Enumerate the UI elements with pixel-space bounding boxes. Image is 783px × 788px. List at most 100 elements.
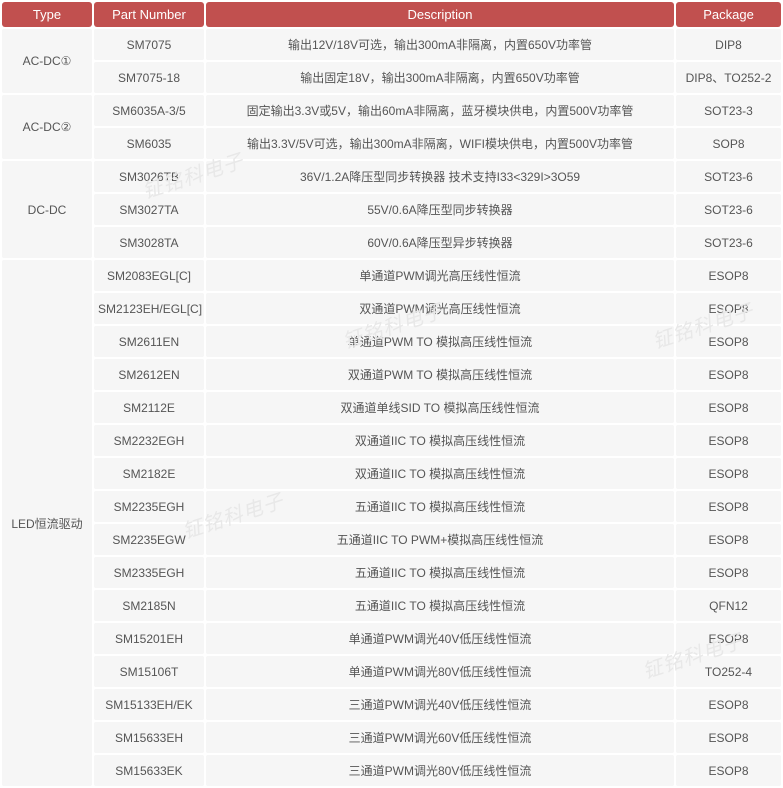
desc-cell: 五通道IIC TO 模拟高压线性恒流 <box>206 590 674 621</box>
desc-cell: 三通道PWM调光80V低压线性恒流 <box>206 755 674 786</box>
table-row: SM2335EGH五通道IIC TO 模拟高压线性恒流ESOP8 <box>2 557 781 588</box>
part-cell: SM2235EGH <box>94 491 204 522</box>
desc-cell: 输出12V/18V可选，输出300mA非隔离，内置650V功率管 <box>206 29 674 60</box>
desc-cell: 55V/0.6A降压型同步转换器 <box>206 194 674 225</box>
table-row: SM2112E双通道单线SID TO 模拟高压线性恒流ESOP8 <box>2 392 781 423</box>
pkg-cell: ESOP8 <box>676 293 781 324</box>
pkg-cell: ESOP8 <box>676 722 781 753</box>
pkg-cell: QFN12 <box>676 590 781 621</box>
desc-cell: 三通道PWM调光40V低压线性恒流 <box>206 689 674 720</box>
desc-cell: 单通道PWM调光高压线性恒流 <box>206 260 674 291</box>
desc-cell: 双通道PWM TO 模拟高压线性恒流 <box>206 359 674 390</box>
table-row: AC-DC②SM6035A-3/5固定输出3.3V或5V，输出60mA非隔离，蓝… <box>2 95 781 126</box>
desc-cell: 五通道IIC TO PWM+模拟高压线性恒流 <box>206 524 674 555</box>
pkg-cell: ESOP8 <box>676 755 781 786</box>
table-row: SM15633EK三通道PWM调光80V低压线性恒流ESOP8 <box>2 755 781 786</box>
header-part: Part Number <box>94 2 204 27</box>
table-row: SM2232EGH双通道IIC TO 模拟高压线性恒流ESOP8 <box>2 425 781 456</box>
pkg-cell: DIP8 <box>676 29 781 60</box>
part-cell: SM7075-18 <box>94 62 204 93</box>
part-cell: SM6035 <box>94 128 204 159</box>
table-row: SM7075-18输出固定18V，输出300mA非隔离，内置650V功率管DIP… <box>2 62 781 93</box>
pkg-cell: ESOP8 <box>676 557 781 588</box>
header-type: Type <box>2 2 92 27</box>
table-row: DC-DCSM3026TB36V/1.2A降压型同步转换器 技术支持I33<32… <box>2 161 781 192</box>
part-cell: SM2112E <box>94 392 204 423</box>
part-cell: SM3026TB <box>94 161 204 192</box>
type-cell: DC-DC <box>2 161 92 258</box>
desc-cell: 双通道PWM调光高压线性恒流 <box>206 293 674 324</box>
desc-cell: 36V/1.2A降压型同步转换器 技术支持I33<329I>3O59 <box>206 161 674 192</box>
pkg-cell: ESOP8 <box>676 392 781 423</box>
pkg-cell: ESOP8 <box>676 491 781 522</box>
part-cell: SM2235EGW <box>94 524 204 555</box>
pkg-cell: SOT23-3 <box>676 95 781 126</box>
table-row: SM2182E双通道IIC TO 模拟高压线性恒流ESOP8 <box>2 458 781 489</box>
pkg-cell: ESOP8 <box>676 458 781 489</box>
table-row: LED恒流驱动SM2083EGL[C]单通道PWM调光高压线性恒流ESOP8 <box>2 260 781 291</box>
pkg-cell: ESOP8 <box>676 326 781 357</box>
part-cell: SM2182E <box>94 458 204 489</box>
table-row: SM2123EH/EGL[C]双通道PWM调光高压线性恒流ESOP8 <box>2 293 781 324</box>
part-cell: SM2335EGH <box>94 557 204 588</box>
desc-cell: 单通道PWM TO 模拟高压线性恒流 <box>206 326 674 357</box>
desc-cell: 输出固定18V，输出300mA非隔离，内置650V功率管 <box>206 62 674 93</box>
part-cell: SM2185N <box>94 590 204 621</box>
pkg-cell: ESOP8 <box>676 425 781 456</box>
part-cell: SM2611EN <box>94 326 204 357</box>
pkg-cell: SOT23-6 <box>676 194 781 225</box>
part-cell: SM15133EH/EK <box>94 689 204 720</box>
desc-cell: 固定输出3.3V或5V，输出60mA非隔离，蓝牙模块供电，内置500V功率管 <box>206 95 674 126</box>
pkg-cell: SOT23-6 <box>676 161 781 192</box>
table-row: SM15106T单通道PWM调光80V低压线性恒流TO252-4 <box>2 656 781 687</box>
table-row: SM6035输出3.3V/5V可选，输出300mA非隔离，WIFI模块供电，内置… <box>2 128 781 159</box>
part-cell: SM15633EK <box>94 755 204 786</box>
part-cell: SM15633EH <box>94 722 204 753</box>
part-cell: SM2083EGL[C] <box>94 260 204 291</box>
table-row: SM15633EH三通道PWM调光60V低压线性恒流ESOP8 <box>2 722 781 753</box>
pkg-cell: SOT23-6 <box>676 227 781 258</box>
part-cell: SM2123EH/EGL[C] <box>94 293 204 324</box>
pkg-cell: TO252-4 <box>676 656 781 687</box>
desc-cell: 双通道IIC TO 模拟高压线性恒流 <box>206 425 674 456</box>
pkg-cell: ESOP8 <box>676 260 781 291</box>
header-pkg: Package <box>676 2 781 27</box>
desc-cell: 单通道PWM调光40V低压线性恒流 <box>206 623 674 654</box>
desc-cell: 双通道IIC TO 模拟高压线性恒流 <box>206 458 674 489</box>
desc-cell: 60V/0.6A降压型异步转换器 <box>206 227 674 258</box>
pkg-cell: ESOP8 <box>676 359 781 390</box>
header-desc: Description <box>206 2 674 27</box>
desc-cell: 输出3.3V/5V可选，输出300mA非隔离，WIFI模块供电，内置500V功率… <box>206 128 674 159</box>
table-row: SM15133EH/EK三通道PWM调光40V低压线性恒流ESOP8 <box>2 689 781 720</box>
header-row: Type Part Number Description Package <box>2 2 781 27</box>
part-cell: SM2612EN <box>94 359 204 390</box>
desc-cell: 五通道IIC TO 模拟高压线性恒流 <box>206 491 674 522</box>
table-row: SM15201EH单通道PWM调光40V低压线性恒流ESOP8 <box>2 623 781 654</box>
parts-table: Type Part Number Description Package AC-… <box>0 0 783 788</box>
desc-cell: 双通道单线SID TO 模拟高压线性恒流 <box>206 392 674 423</box>
pkg-cell: ESOP8 <box>676 689 781 720</box>
table-row: SM2235EGH五通道IIC TO 模拟高压线性恒流ESOP8 <box>2 491 781 522</box>
table-row: SM3027TA55V/0.6A降压型同步转换器SOT23-6 <box>2 194 781 225</box>
table-row: SM2612EN双通道PWM TO 模拟高压线性恒流ESOP8 <box>2 359 781 390</box>
type-cell: LED恒流驱动 <box>2 260 92 786</box>
desc-cell: 三通道PWM调光60V低压线性恒流 <box>206 722 674 753</box>
table-row: SM3028TA60V/0.6A降压型异步转换器SOT23-6 <box>2 227 781 258</box>
part-cell: SM2232EGH <box>94 425 204 456</box>
part-cell: SM6035A-3/5 <box>94 95 204 126</box>
pkg-cell: ESOP8 <box>676 623 781 654</box>
pkg-cell: SOP8 <box>676 128 781 159</box>
table-row: SM2185N五通道IIC TO 模拟高压线性恒流QFN12 <box>2 590 781 621</box>
part-cell: SM3028TA <box>94 227 204 258</box>
table-row: SM2235EGW五通道IIC TO PWM+模拟高压线性恒流ESOP8 <box>2 524 781 555</box>
type-cell: AC-DC② <box>2 95 92 159</box>
pkg-cell: ESOP8 <box>676 524 781 555</box>
desc-cell: 五通道IIC TO 模拟高压线性恒流 <box>206 557 674 588</box>
part-cell: SM15106T <box>94 656 204 687</box>
part-cell: SM3027TA <box>94 194 204 225</box>
part-cell: SM7075 <box>94 29 204 60</box>
pkg-cell: DIP8、TO252-2 <box>676 62 781 93</box>
table-row: AC-DC①SM7075输出12V/18V可选，输出300mA非隔离，内置650… <box>2 29 781 60</box>
desc-cell: 单通道PWM调光80V低压线性恒流 <box>206 656 674 687</box>
type-cell: AC-DC① <box>2 29 92 93</box>
